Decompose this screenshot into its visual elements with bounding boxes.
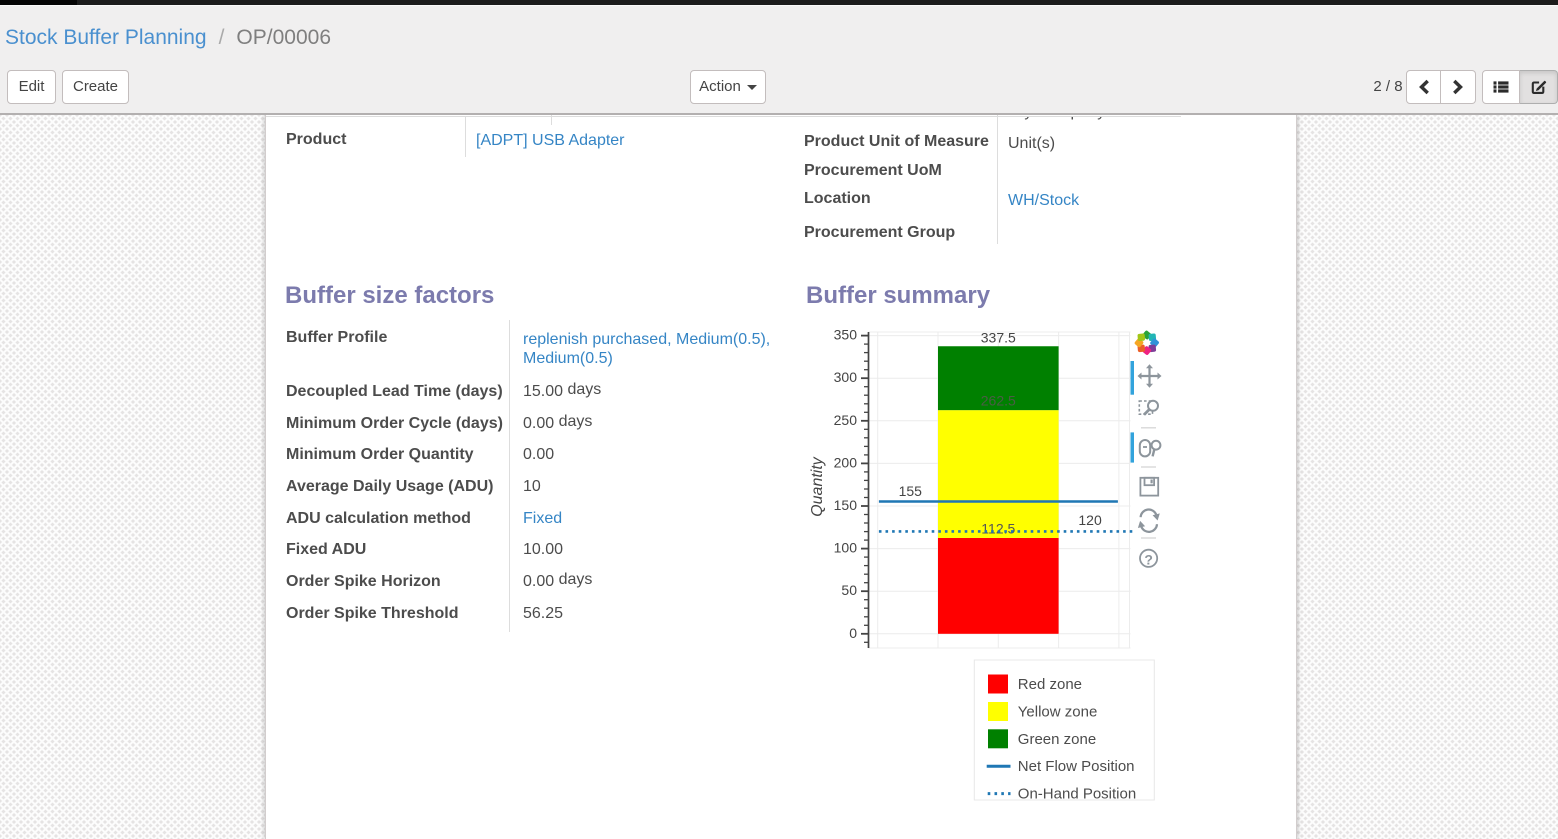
svg-text:Green zone: Green zone	[1018, 731, 1096, 748]
svg-text:150: 150	[834, 497, 858, 513]
svg-text:50: 50	[841, 582, 857, 598]
svg-text:0: 0	[849, 625, 857, 641]
svg-text:200: 200	[834, 454, 858, 470]
svg-text:On-Hand Position: On-Hand Position	[1018, 786, 1136, 803]
svg-text:155: 155	[899, 483, 923, 499]
svg-text:Quantity: Quantity	[809, 456, 826, 517]
svg-text:250: 250	[834, 412, 858, 428]
svg-text:120: 120	[1078, 512, 1102, 528]
svg-text:Yellow zone: Yellow zone	[1018, 703, 1098, 720]
svg-text:Net Flow Position: Net Flow Position	[1018, 758, 1135, 775]
svg-text:337.5: 337.5	[981, 329, 1016, 345]
svg-text:262.5: 262.5	[981, 392, 1016, 408]
svg-text:112.5: 112.5	[981, 520, 1015, 536]
svg-text:350: 350	[834, 327, 858, 343]
svg-text:?: ?	[1144, 552, 1153, 568]
svg-text:300: 300	[834, 369, 858, 385]
svg-text:Red zone: Red zone	[1018, 676, 1082, 693]
svg-text:100: 100	[834, 540, 858, 556]
